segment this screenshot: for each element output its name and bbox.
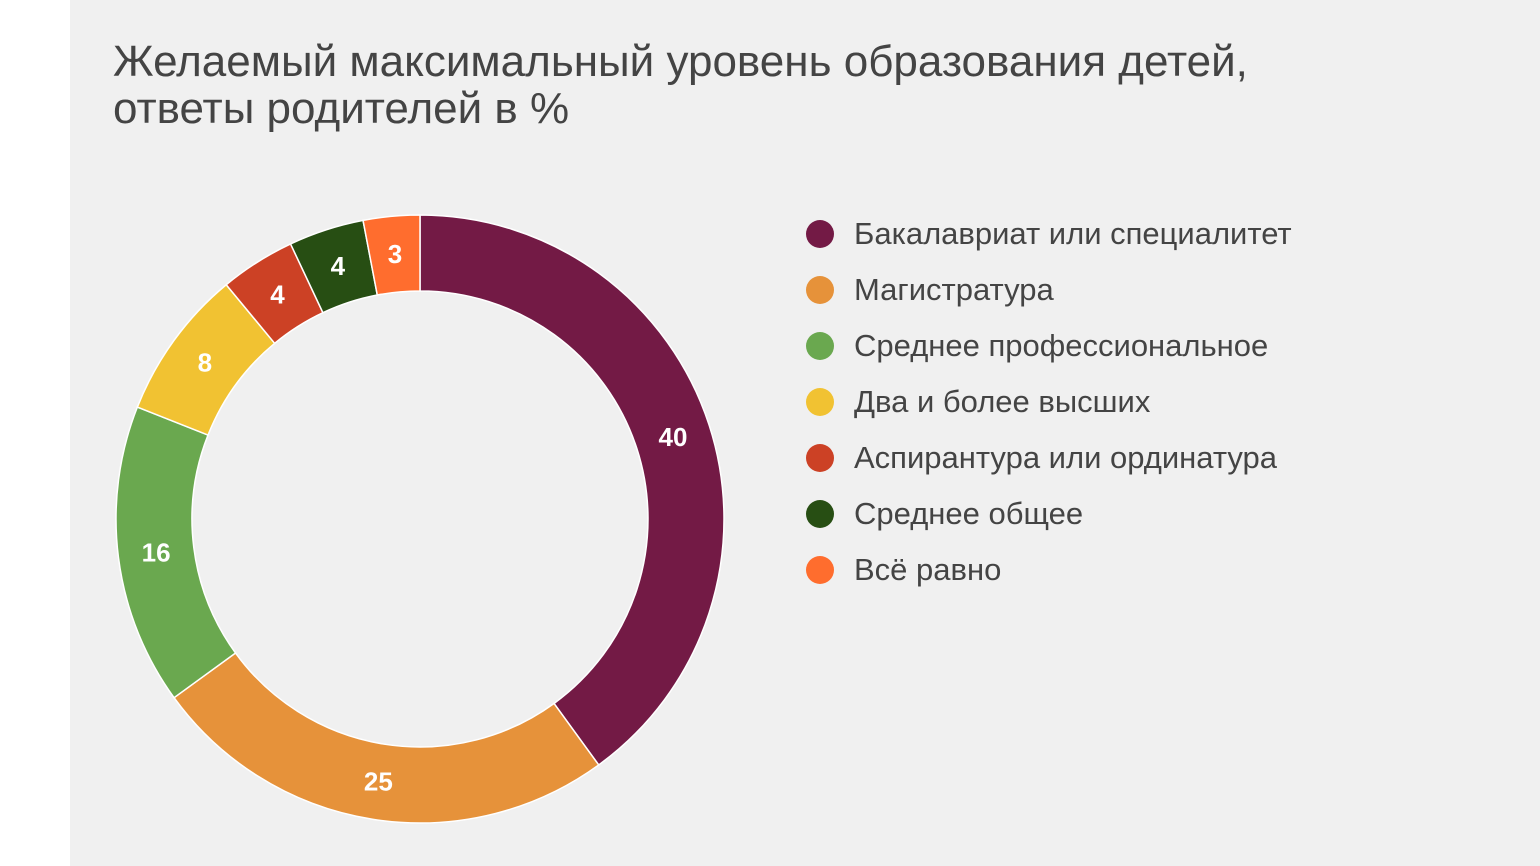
legend-item: Аспирантура или ординатура bbox=[806, 430, 1292, 486]
legend-label: Среднее профессиональное bbox=[854, 328, 1269, 363]
donut-chart: 40 25 16 8 4 4 3 bbox=[115, 214, 725, 824]
donut-slice bbox=[362, 214, 421, 296]
legend-label: Всё равно bbox=[854, 552, 1002, 587]
legend-label: Среднее общее bbox=[854, 496, 1084, 531]
slice-value-label: 4 bbox=[331, 251, 346, 281]
legend-item: Два и более высших bbox=[806, 374, 1292, 430]
legend-swatch bbox=[806, 276, 834, 304]
legend-swatch bbox=[806, 388, 834, 416]
slice-value-label: 3 bbox=[388, 239, 402, 269]
legend-swatch bbox=[806, 500, 834, 528]
chart-title-line-1: Желаемый максимальный уровень образовани… bbox=[113, 37, 1248, 86]
legend-item: Всё равно bbox=[806, 542, 1292, 598]
legend-swatch bbox=[806, 556, 834, 584]
chart-title-line-2: ответы родителей в % bbox=[113, 84, 570, 133]
slice-value-label: 25 bbox=[364, 767, 393, 797]
donut-slice bbox=[173, 651, 600, 824]
legend-swatch bbox=[806, 332, 834, 360]
legend-label: Магистратура bbox=[854, 272, 1054, 307]
slice-value-label: 16 bbox=[142, 537, 171, 567]
chart-title: Желаемый максимальный уровень образовани… bbox=[113, 38, 1248, 132]
legend-item: Среднее общее bbox=[806, 486, 1292, 542]
slice-value-label: 4 bbox=[270, 279, 285, 309]
legend-label: Два и более высших bbox=[854, 384, 1151, 419]
chart-legend: Бакалавриат или специалитет Магистратура… bbox=[806, 206, 1292, 598]
donut-slice bbox=[419, 214, 725, 766]
legend-item: Среднее профессиональное bbox=[806, 318, 1292, 374]
slice-value-label: 40 bbox=[659, 422, 688, 452]
legend-label: Аспирантура или ординатура bbox=[854, 440, 1278, 475]
slice-value-label: 8 bbox=[198, 348, 212, 378]
donut-slice bbox=[115, 406, 237, 699]
legend-swatch bbox=[806, 444, 834, 472]
legend-item: Бакалавриат или специалитет bbox=[806, 206, 1292, 262]
legend-label: Бакалавриат или специалитет bbox=[854, 216, 1292, 251]
legend-swatch bbox=[806, 220, 834, 248]
legend-item: Магистратура bbox=[806, 262, 1292, 318]
